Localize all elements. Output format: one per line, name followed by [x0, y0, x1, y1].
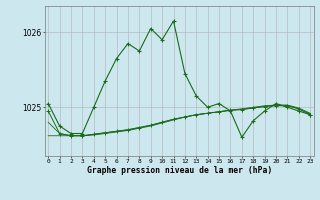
X-axis label: Graphe pression niveau de la mer (hPa): Graphe pression niveau de la mer (hPa): [87, 166, 272, 175]
